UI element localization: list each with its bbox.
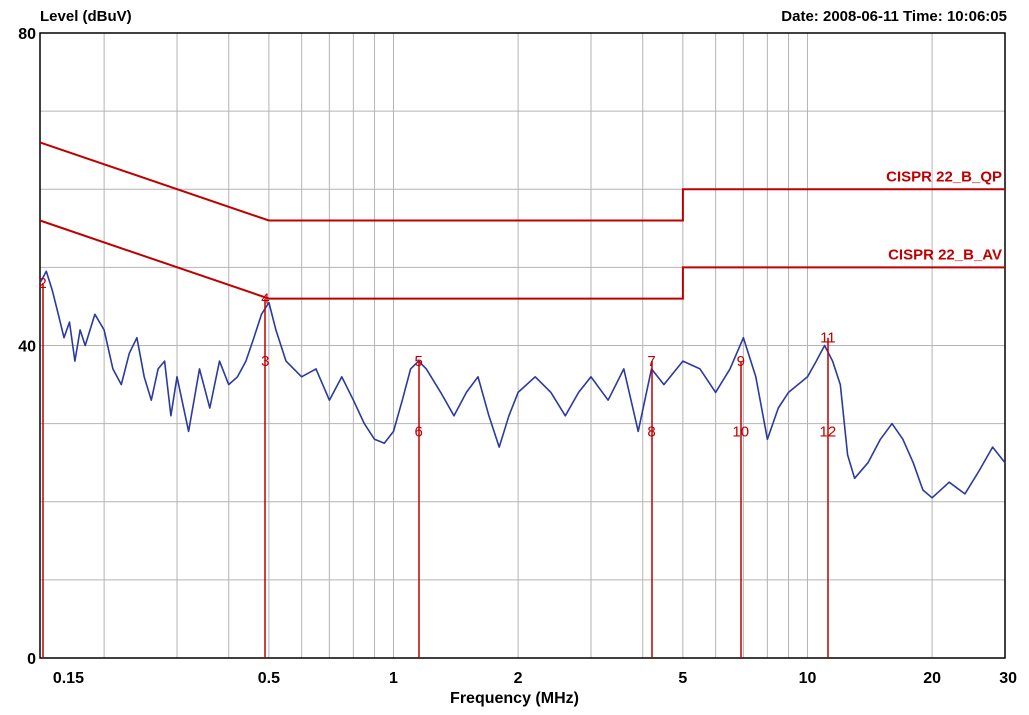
x-tick-label: 2 bbox=[514, 670, 523, 687]
limit-label: CISPR 22_B_AV bbox=[888, 246, 1002, 263]
marker-label: 10 bbox=[732, 423, 749, 440]
marker-label: 12 bbox=[820, 423, 837, 440]
marker-label: 3 bbox=[261, 353, 269, 370]
y-tick-label: 0 bbox=[27, 651, 36, 668]
trace-line bbox=[39, 270, 1006, 499]
marker-label: 2 bbox=[38, 275, 46, 292]
marker-label: 4 bbox=[261, 291, 269, 308]
x-tick-label: 0.15 bbox=[53, 670, 84, 687]
y-axis-title: Level (dBuV) bbox=[40, 8, 132, 25]
trace-layer bbox=[39, 270, 1006, 499]
date-time-stamp: Date: 2008-06-11 Time: 10:06:05 bbox=[781, 8, 1007, 25]
marker-label: 6 bbox=[414, 423, 422, 440]
limit-lines: CISPR 22_B_QP CISPR 22_B_AV bbox=[39, 141, 1005, 300]
grid bbox=[40, 33, 1005, 658]
x-axis-title: Frequency (MHz) bbox=[450, 690, 579, 707]
marker-label: 8 bbox=[647, 423, 655, 440]
x-tick-label: 1 bbox=[389, 670, 398, 687]
marker-label: 7 bbox=[647, 353, 655, 370]
y-tick-label: 80 bbox=[18, 26, 36, 43]
plot-frame bbox=[39, 32, 1006, 659]
limit-label: CISPR 22_B_QP bbox=[886, 168, 1002, 185]
x-tick-label: 5 bbox=[678, 670, 687, 687]
limit-line bbox=[39, 141, 1005, 222]
x-tick-label: 20 bbox=[923, 670, 941, 687]
x-tick-label: 30 bbox=[999, 670, 1017, 687]
x-tick-label: 0.5 bbox=[258, 670, 280, 687]
marker-layer: 2 4 3 5 6 7 8 9 10 11 12 bbox=[38, 275, 836, 658]
marker-label: 5 bbox=[414, 353, 422, 370]
y-tick-label: 40 bbox=[18, 339, 36, 356]
marker-label: 11 bbox=[820, 330, 836, 347]
x-tick-label: 10 bbox=[799, 670, 817, 687]
marker-label: 9 bbox=[737, 353, 745, 370]
limit-line bbox=[39, 219, 1005, 300]
